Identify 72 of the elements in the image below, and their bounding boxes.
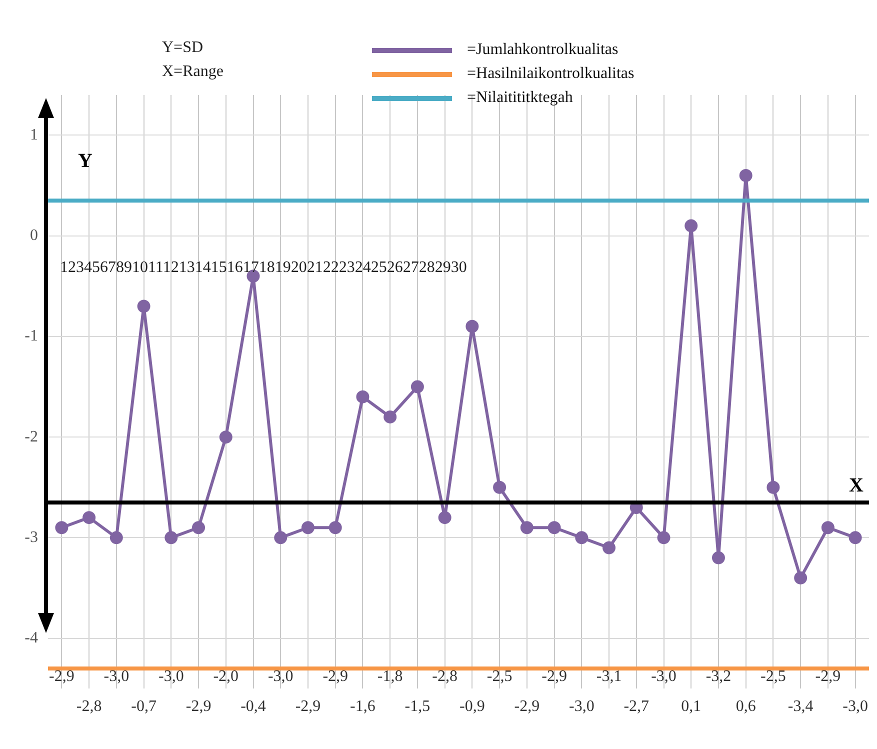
- text: -0,7: [131, 698, 156, 715]
- point: [410, 380, 424, 394]
- text: 0,6: [736, 698, 756, 715]
- point: [520, 521, 534, 534]
- ref-line-label: X: [849, 474, 864, 497]
- text: -3,0: [158, 668, 184, 685]
- point: [137, 300, 150, 313]
- point: [328, 521, 342, 534]
- point: [821, 521, 834, 534]
- text: -1,8: [377, 668, 403, 685]
- text: Y=SD: [162, 39, 204, 56]
- point: [110, 531, 123, 544]
- text: -0,4: [240, 698, 266, 715]
- y-tick-label: 0: [30, 227, 38, 244]
- y-tick-label: -3: [24, 528, 38, 546]
- text: -2,8: [432, 668, 458, 685]
- point: [301, 521, 314, 534]
- text: -2,9: [322, 668, 348, 685]
- text: -2,9: [49, 668, 74, 685]
- text: 0,1: [681, 698, 702, 715]
- y-tick-label: -2: [24, 428, 38, 446]
- text: -2,7: [624, 698, 650, 715]
- point: [82, 511, 96, 524]
- y-tick-label: -1: [24, 328, 38, 345]
- text: -2,9: [542, 668, 567, 685]
- text: -3,0: [568, 698, 594, 715]
- text: -3,0: [268, 668, 294, 685]
- annotation: 123456789101112131415161718192021222324252627282930: [60, 259, 467, 276]
- point: [712, 551, 725, 564]
- text: -0,9: [460, 698, 485, 715]
- text: -2,9: [815, 668, 841, 685]
- text: -3,0: [651, 668, 676, 685]
- text: -1,6: [350, 698, 376, 715]
- text: -3,2: [706, 668, 732, 685]
- point: [356, 390, 370, 404]
- point: [575, 531, 588, 544]
- point: [493, 480, 506, 494]
- legend-label: =Hasilnilaikontrolkualitas: [467, 65, 634, 82]
- y-tick-label: -4: [24, 630, 38, 646]
- point: [657, 531, 670, 544]
- text: -2,5: [760, 668, 786, 685]
- text: -3,0: [104, 668, 130, 685]
- y-tick-label: 1: [30, 126, 38, 144]
- point: [466, 320, 479, 333]
- point: [438, 511, 452, 524]
- point: [739, 168, 752, 182]
- point: [164, 531, 178, 544]
- point: [602, 541, 616, 554]
- point: [219, 430, 232, 444]
- point: [794, 571, 808, 584]
- text: -3,1: [596, 668, 622, 685]
- text: -2,9: [514, 698, 540, 715]
- text: -2,9: [295, 698, 321, 715]
- text: -2,5: [486, 668, 512, 685]
- y-axis-title: Y: [78, 150, 93, 172]
- point: [384, 410, 397, 424]
- point: [274, 531, 288, 544]
- text: -3,0: [842, 698, 868, 715]
- text: -2,0: [213, 668, 239, 685]
- text: -3,4: [788, 698, 814, 715]
- legend-label: =Nilaitititktegah: [467, 89, 573, 106]
- point: [192, 521, 206, 534]
- point: [848, 531, 862, 544]
- point: [548, 521, 561, 534]
- text: -2,8: [76, 698, 102, 715]
- text: -2,9: [186, 698, 212, 715]
- point: [766, 480, 780, 494]
- point: [684, 219, 698, 232]
- text: -1,5: [404, 698, 430, 715]
- text: X=Range: [162, 63, 224, 80]
- point: [55, 521, 68, 534]
- legend-label: =Jumlahkontrolkualitas: [467, 41, 618, 58]
